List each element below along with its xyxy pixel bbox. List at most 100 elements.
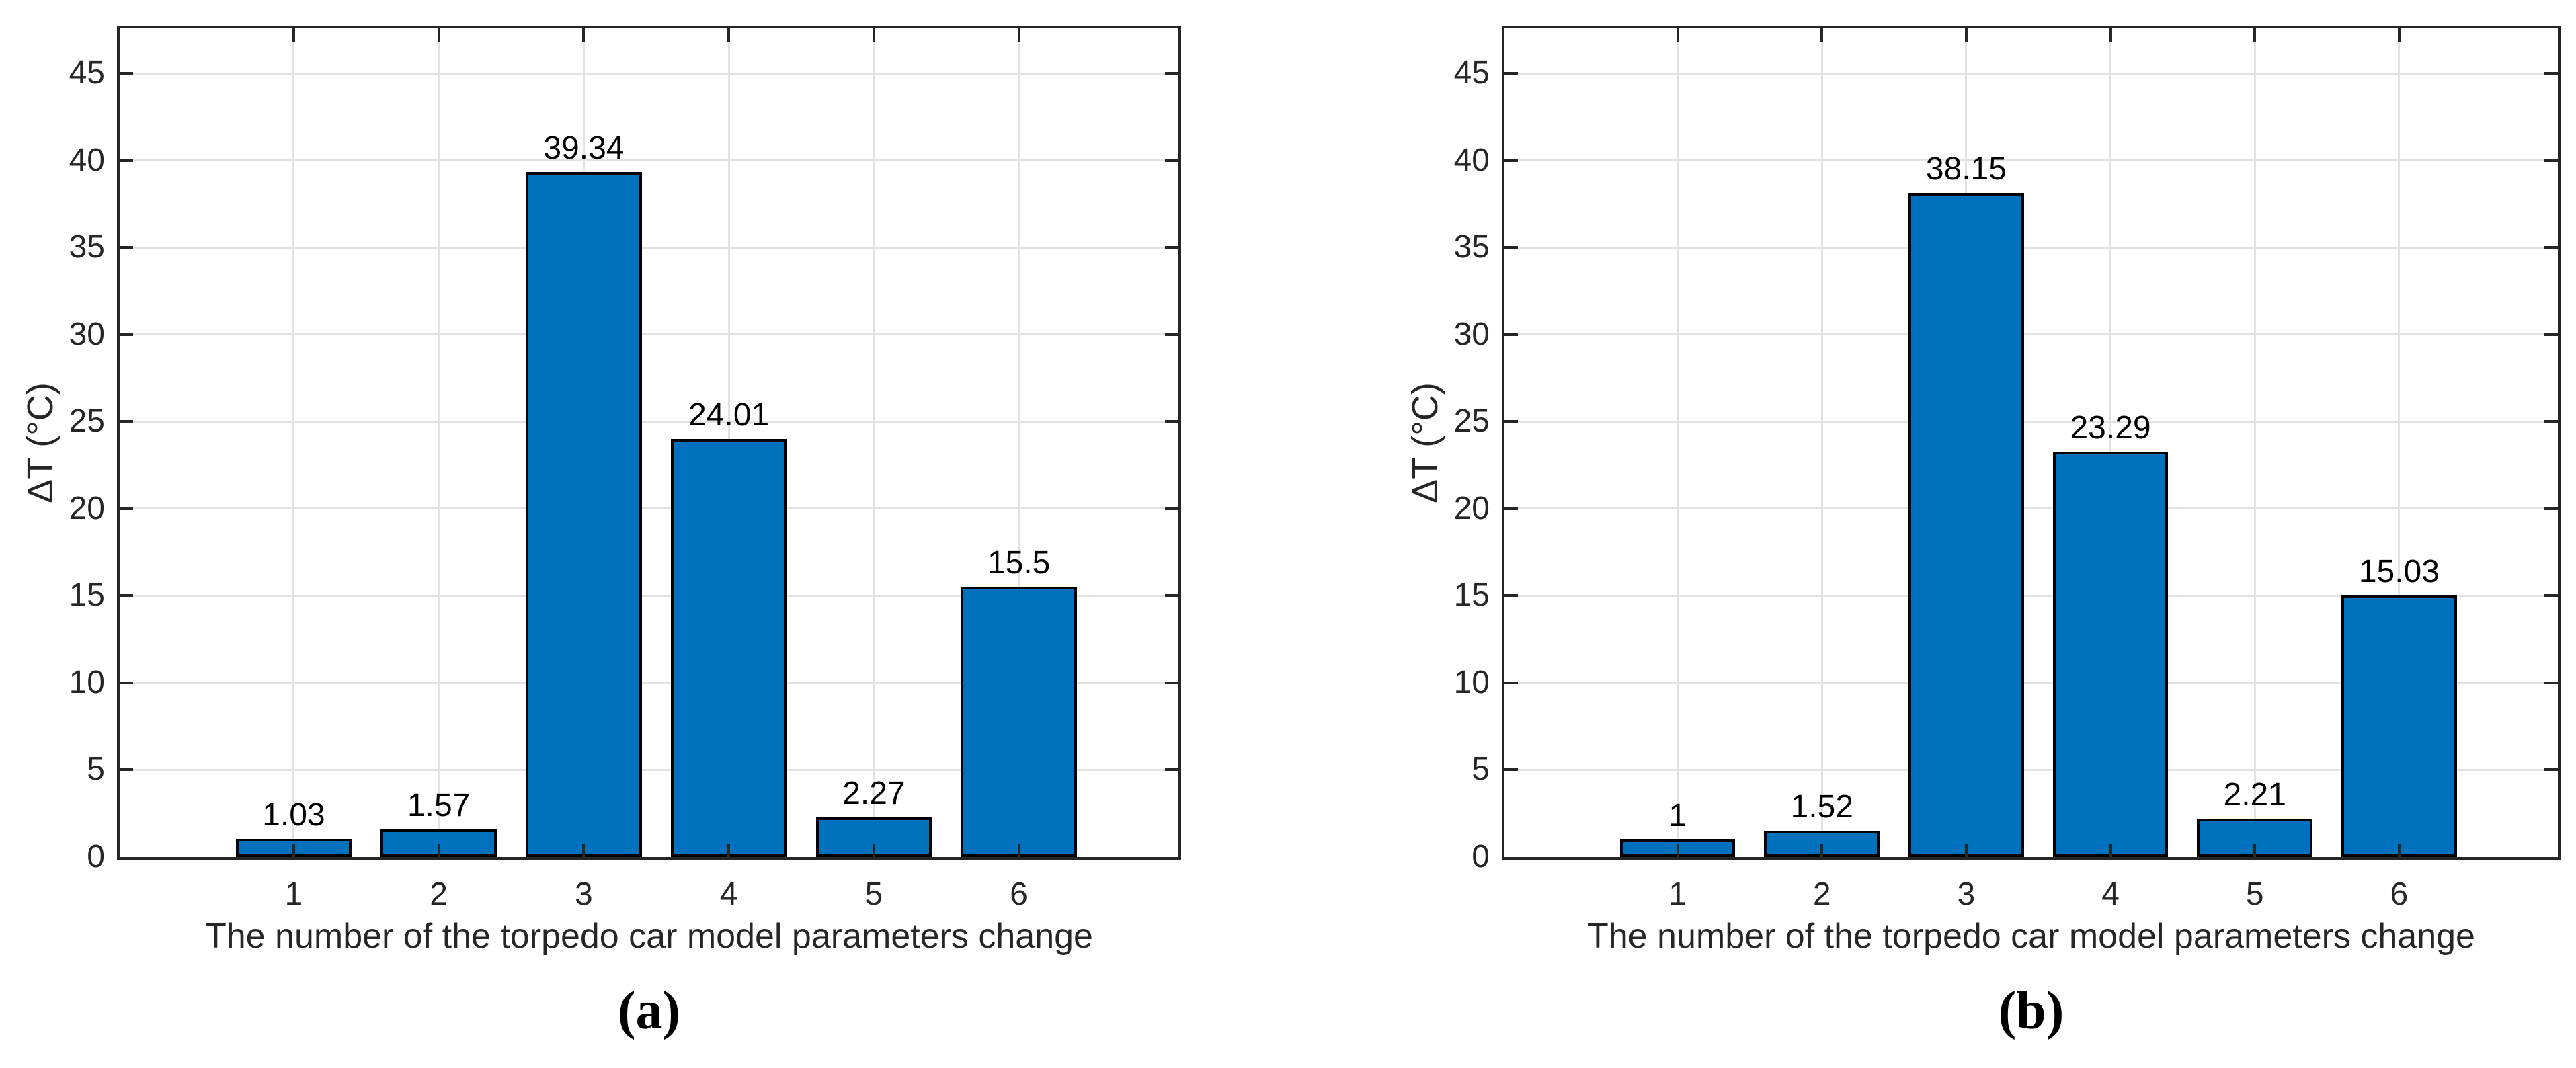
- subfigure-caption-a: (a): [617, 981, 681, 1040]
- bar: [2197, 818, 2313, 857]
- gridline-horizontal: [120, 682, 1178, 684]
- x-tick-label: 6: [2390, 876, 2409, 912]
- y-tick-mark-left: [1504, 72, 1518, 75]
- x-axis-label-a: The number of the torpedo car model para…: [205, 917, 1093, 956]
- gridline-vertical: [873, 28, 875, 857]
- y-tick-mark-right: [1165, 768, 1178, 772]
- y-tick-mark-right: [2544, 72, 2558, 75]
- x-tick-label: 2: [430, 876, 448, 912]
- y-tick-mark-right: [2544, 420, 2558, 423]
- bar: [1619, 839, 1736, 857]
- bar: [235, 839, 352, 857]
- y-tick-label: 35: [1453, 229, 1490, 265]
- y-tick-label: 45: [69, 55, 105, 91]
- bar: [815, 817, 932, 857]
- bar-value-label: 38.15: [1925, 151, 2007, 187]
- y-tick-label: 15: [69, 577, 105, 614]
- y-tick-mark-left: [120, 333, 133, 336]
- x-tick-mark-top: [2397, 28, 2401, 42]
- gridline-horizontal: [120, 507, 1178, 510]
- gridline-horizontal: [1504, 72, 2558, 75]
- x-axis-label-b: The number of the torpedo car model para…: [1587, 917, 2475, 956]
- x-tick-mark-bottom: [727, 844, 731, 857]
- y-tick-label: 10: [1453, 664, 1490, 700]
- y-tick-label: 45: [1453, 55, 1490, 91]
- y-tick-label: 5: [87, 751, 105, 788]
- y-tick-mark-left: [1504, 594, 1518, 598]
- gridline-vertical: [2253, 28, 2256, 857]
- y-tick-label: 40: [1453, 142, 1490, 178]
- x-tick-mark-bottom: [1017, 844, 1020, 857]
- x-tick-label: 5: [864, 876, 883, 912]
- bar-value-label: 2.21: [2223, 776, 2286, 813]
- gridline-vertical: [438, 28, 440, 857]
- bar: [670, 439, 787, 857]
- y-tick-mark-left: [120, 681, 133, 684]
- gridline-horizontal: [120, 246, 1178, 249]
- y-tick-label: 15: [1453, 577, 1490, 614]
- gridline-horizontal: [120, 72, 1178, 75]
- bar: [2052, 451, 2169, 857]
- bar: [1764, 830, 1880, 857]
- y-tick-mark-left: [1504, 333, 1518, 336]
- gridline-vertical: [727, 28, 730, 857]
- plot-area-a: 1.03 1.57 39.34 24.01 2.27 15.5: [117, 26, 1181, 860]
- x-tick-mark-bottom: [2397, 844, 2401, 857]
- y-tick-label: 30: [69, 316, 105, 352]
- x-tick-mark-top: [582, 28, 586, 42]
- x-tick-mark-top: [2253, 28, 2257, 42]
- bar-value-label: 23.29: [2070, 409, 2151, 446]
- bar-value-label: 39.34: [543, 130, 625, 166]
- y-tick-label: 40: [69, 142, 105, 178]
- y-tick-mark-left: [1504, 159, 1518, 162]
- x-tick-mark-top: [1964, 28, 1968, 42]
- bar-value-label: 15.5: [987, 545, 1051, 581]
- y-tick-mark-right: [1165, 333, 1178, 336]
- x-tick-label: 1: [1668, 876, 1687, 912]
- x-tick-mark-top: [1017, 28, 1020, 42]
- gridline-horizontal: [1504, 246, 2558, 249]
- x-tick-label: 3: [1957, 876, 1976, 912]
- y-tick-label: 0: [1472, 839, 1490, 874]
- gridline-horizontal: [120, 159, 1178, 162]
- gridline-horizontal: [1504, 420, 2558, 423]
- bar-value-label: 1.52: [1790, 788, 1853, 825]
- x-tick-mark-bottom: [2253, 844, 2257, 857]
- x-tick-mark-bottom: [1820, 844, 1824, 857]
- y-axis-label-b: ΔT (°C): [1405, 382, 1445, 503]
- x-tick-mark-bottom: [872, 844, 875, 857]
- y-tick-mark-right: [1165, 72, 1178, 75]
- gridline-horizontal: [1504, 594, 2558, 597]
- gridline-horizontal: [120, 594, 1178, 597]
- y-tick-mark-right: [2544, 507, 2558, 510]
- y-tick-label: 35: [69, 229, 105, 265]
- gridline-horizontal: [120, 333, 1178, 336]
- y-tick-mark-right: [1165, 420, 1178, 423]
- y-tick-mark-right: [2544, 681, 2558, 684]
- gridline-vertical: [1018, 28, 1020, 857]
- y-tick-label: 0: [87, 839, 105, 874]
- y-tick-mark-right: [1165, 507, 1178, 510]
- y-tick-mark-left: [120, 594, 133, 598]
- x-tick-mark-top: [2109, 28, 2112, 42]
- y-axis-label-a: ΔT (°C): [20, 382, 61, 503]
- x-tick-mark-bottom: [1964, 844, 1968, 857]
- subfigure-caption-b: (b): [1998, 981, 2064, 1040]
- y-tick-mark-left: [120, 420, 133, 423]
- y-tick-mark-right: [1165, 594, 1178, 598]
- gridline-horizontal: [1504, 768, 2558, 771]
- y-tick-mark-right: [2544, 246, 2558, 249]
- y-tick-label: 25: [69, 403, 105, 440]
- x-tick-mark-top: [437, 28, 440, 42]
- gridline-vertical: [2109, 28, 2112, 857]
- y-tick-mark-left: [120, 246, 133, 249]
- x-tick-mark-top: [292, 28, 295, 42]
- x-tick-label: 4: [719, 876, 738, 912]
- x-tick-mark-bottom: [1676, 844, 1679, 857]
- y-tick-label: 5: [1472, 751, 1490, 788]
- y-tick-label: 10: [69, 664, 105, 700]
- bar: [2341, 595, 2457, 857]
